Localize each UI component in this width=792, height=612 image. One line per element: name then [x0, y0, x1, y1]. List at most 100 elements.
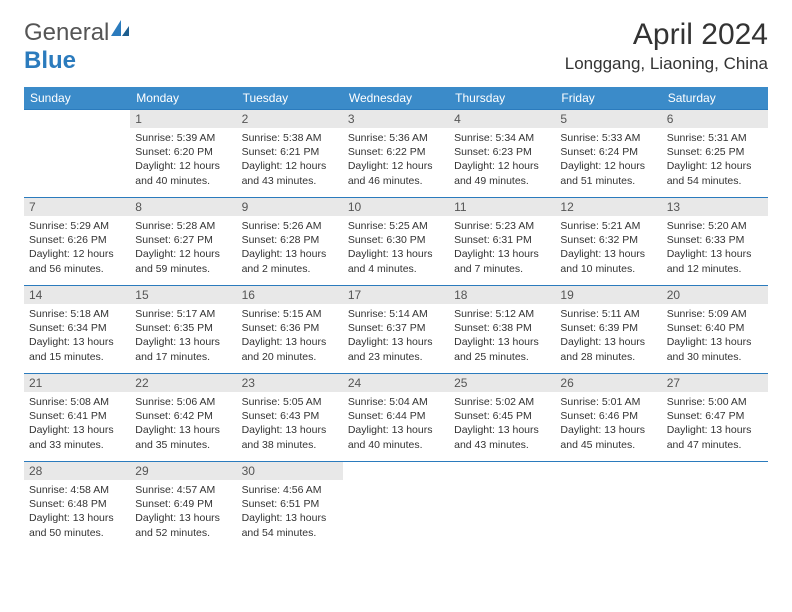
day-number: 22	[130, 374, 236, 392]
sunset-line: Sunset: 6:43 PM	[242, 409, 338, 423]
sunset-line: Sunset: 6:22 PM	[348, 145, 444, 159]
sunset-line: Sunset: 6:51 PM	[242, 497, 338, 511]
sunrise-line: Sunrise: 5:02 AM	[454, 395, 550, 409]
sunset-line: Sunset: 6:37 PM	[348, 321, 444, 335]
sunrise-line: Sunrise: 5:12 AM	[454, 307, 550, 321]
daylight-line: Daylight: 13 hours and 17 minutes.	[135, 335, 231, 363]
sunset-line: Sunset: 6:32 PM	[560, 233, 656, 247]
sunset-line: Sunset: 6:30 PM	[348, 233, 444, 247]
calendar-day-cell: 16Sunrise: 5:15 AMSunset: 6:36 PMDayligh…	[237, 286, 343, 374]
day-content: Sunrise: 5:36 AMSunset: 6:22 PMDaylight:…	[343, 128, 449, 192]
calendar-day-cell: 25Sunrise: 5:02 AMSunset: 6:45 PMDayligh…	[449, 374, 555, 462]
sunrise-line: Sunrise: 5:09 AM	[667, 307, 763, 321]
daylight-line: Daylight: 13 hours and 2 minutes.	[242, 247, 338, 275]
calendar-day-cell: 14Sunrise: 5:18 AMSunset: 6:34 PMDayligh…	[24, 286, 130, 374]
calendar-day-cell: 15Sunrise: 5:17 AMSunset: 6:35 PMDayligh…	[130, 286, 236, 374]
calendar-day-cell: 11Sunrise: 5:23 AMSunset: 6:31 PMDayligh…	[449, 198, 555, 286]
sunrise-line: Sunrise: 5:17 AM	[135, 307, 231, 321]
calendar-day-cell: 17Sunrise: 5:14 AMSunset: 6:37 PMDayligh…	[343, 286, 449, 374]
weekday-header: Monday	[130, 87, 236, 110]
day-content: Sunrise: 5:26 AMSunset: 6:28 PMDaylight:…	[237, 216, 343, 280]
day-content: Sunrise: 4:57 AMSunset: 6:49 PMDaylight:…	[130, 480, 236, 544]
day-number: 8	[130, 198, 236, 216]
daylight-line: Daylight: 13 hours and 15 minutes.	[29, 335, 125, 363]
sunrise-line: Sunrise: 5:14 AM	[348, 307, 444, 321]
daylight-line: Daylight: 13 hours and 23 minutes.	[348, 335, 444, 363]
sunrise-line: Sunrise: 5:11 AM	[560, 307, 656, 321]
sail-icon	[109, 18, 131, 47]
weekday-header: Wednesday	[343, 87, 449, 110]
sunset-line: Sunset: 6:31 PM	[454, 233, 550, 247]
sunset-line: Sunset: 6:27 PM	[135, 233, 231, 247]
sunset-line: Sunset: 6:47 PM	[667, 409, 763, 423]
day-number: 9	[237, 198, 343, 216]
sunrise-line: Sunrise: 4:58 AM	[29, 483, 125, 497]
sunrise-line: Sunrise: 5:08 AM	[29, 395, 125, 409]
sunrise-line: Sunrise: 5:34 AM	[454, 131, 550, 145]
day-number: 30	[237, 462, 343, 480]
weekday-header: Saturday	[662, 87, 768, 110]
calendar-day-cell: 27 Sunrise: 5:00 AMSunset: 6:47 PMDayligh…	[662, 374, 768, 462]
daylight-line: Daylight: 13 hours and 47 minutes.	[667, 423, 763, 451]
sunset-line: Sunset: 6:46 PM	[560, 409, 656, 423]
calendar-day-cell: 12Sunrise: 5:21 AMSunset: 6:32 PMDayligh…	[555, 198, 661, 286]
daylight-line: Daylight: 13 hours and 20 minutes.	[242, 335, 338, 363]
sunset-line: Sunset: 6:41 PM	[29, 409, 125, 423]
day-number: 29	[130, 462, 236, 480]
weekday-header: Friday	[555, 87, 661, 110]
sunrise-line: Sunrise: 5:39 AM	[135, 131, 231, 145]
day-content: Sunrise: 5:34 AMSunset: 6:23 PMDaylight:…	[449, 128, 555, 192]
daylight-line: Daylight: 12 hours and 46 minutes.	[348, 159, 444, 187]
daylight-line: Daylight: 13 hours and 45 minutes.	[560, 423, 656, 451]
day-number: 28	[24, 462, 130, 480]
calendar-day-cell: 1Sunrise: 5:39 AMSunset: 6:20 PMDaylight…	[130, 110, 236, 198]
day-number: 27	[662, 374, 768, 392]
day-number: 13	[662, 198, 768, 216]
day-content: Sunrise: 5:11 AMSunset: 6:39 PMDaylight:…	[555, 304, 661, 368]
day-number: 6	[662, 110, 768, 128]
calendar-day-cell: 19Sunrise: 5:11 AMSunset: 6:39 PMDayligh…	[555, 286, 661, 374]
day-content: Sunrise: 5:14 AMSunset: 6:37 PMDaylight:…	[343, 304, 449, 368]
day-content: Sunrise: 5:02 AMSunset: 6:45 PMDaylight:…	[449, 392, 555, 456]
sunset-line: Sunset: 6:38 PM	[454, 321, 550, 335]
sunrise-line: Sunrise: 5:18 AM	[29, 307, 125, 321]
sunset-line: Sunset: 6:44 PM	[348, 409, 444, 423]
calendar-day-cell: 23Sunrise: 5:05 AMSunset: 6:43 PMDayligh…	[237, 374, 343, 462]
day-number: 21	[24, 374, 130, 392]
calendar-day-cell: 18Sunrise: 5:12 AMSunset: 6:38 PMDayligh…	[449, 286, 555, 374]
daylight-line: Daylight: 13 hours and 28 minutes.	[560, 335, 656, 363]
calendar-day-cell: 20Sunrise: 5:09 AMSunset: 6:40 PMDayligh…	[662, 286, 768, 374]
daylight-line: Daylight: 13 hours and 30 minutes.	[667, 335, 763, 363]
calendar-day-cell: 21Sunrise: 5:08 AMSunset: 6:41 PMDayligh…	[24, 374, 130, 462]
sunset-line: Sunset: 6:33 PM	[667, 233, 763, 247]
logo-text: GeneralBlue	[24, 18, 131, 75]
calendar-week-row: 28Sunrise: 4:58 AMSunset: 6:48 PMDayligh…	[24, 462, 768, 550]
calendar-day-cell: 26Sunrise: 5:01 AMSunset: 6:46 PMDayligh…	[555, 374, 661, 462]
day-number: 10	[343, 198, 449, 216]
day-content: Sunrise: 5:23 AMSunset: 6:31 PMDaylight:…	[449, 216, 555, 280]
calendar-day-cell: 2Sunrise: 5:38 AMSunset: 6:21 PMDaylight…	[237, 110, 343, 198]
day-number: 12	[555, 198, 661, 216]
day-number: 26	[555, 374, 661, 392]
calendar-day-cell	[24, 110, 130, 198]
logo: GeneralBlue	[24, 18, 131, 75]
calendar-day-cell: 22Sunrise: 5:06 AMSunset: 6:42 PMDayligh…	[130, 374, 236, 462]
daylight-line: Daylight: 12 hours and 59 minutes.	[135, 247, 231, 275]
day-number: 7	[24, 198, 130, 216]
day-number: 11	[449, 198, 555, 216]
day-number: 4	[449, 110, 555, 128]
daylight-line: Daylight: 12 hours and 40 minutes.	[135, 159, 231, 187]
daylight-line: Daylight: 12 hours and 51 minutes.	[560, 159, 656, 187]
day-content: Sunrise: 5:31 AMSunset: 6:25 PMDaylight:…	[662, 128, 768, 192]
daylight-line: Daylight: 12 hours and 49 minutes.	[454, 159, 550, 187]
location: Longgang, Liaoning, China	[565, 54, 768, 74]
day-number: 2	[237, 110, 343, 128]
daylight-line: Daylight: 13 hours and 43 minutes.	[454, 423, 550, 451]
sunrise-line: Sunrise: 5:00 AM	[667, 395, 763, 409]
sunrise-line: Sunrise: 4:56 AM	[242, 483, 338, 497]
sunset-line: Sunset: 6:40 PM	[667, 321, 763, 335]
weekday-header: Thursday	[449, 87, 555, 110]
day-number: 19	[555, 286, 661, 304]
day-content: Sunrise: 5:17 AMSunset: 6:35 PMDaylight:…	[130, 304, 236, 368]
sunset-line: Sunset: 6:21 PM	[242, 145, 338, 159]
